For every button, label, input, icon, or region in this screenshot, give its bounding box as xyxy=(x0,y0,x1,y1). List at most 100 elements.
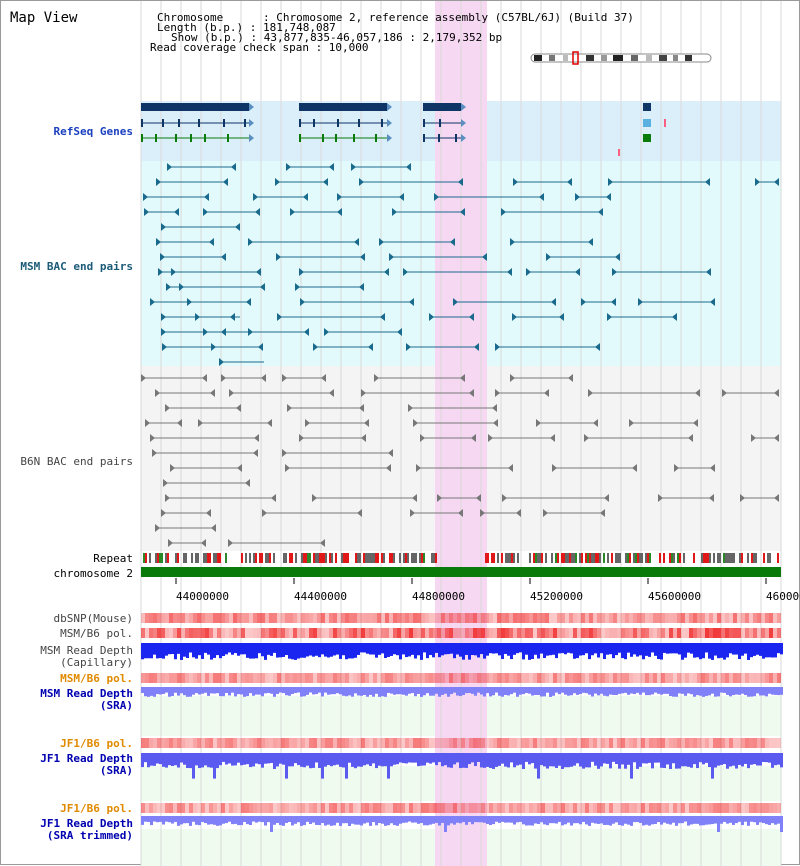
msm-sra-depth xyxy=(498,687,501,696)
b6n-bac-label[interactable]: B6N BAC end pairs xyxy=(20,455,133,468)
jf1-sra-depth xyxy=(507,753,510,768)
dbsnp-cell xyxy=(293,613,297,623)
b6n-bac-pair-end xyxy=(361,434,366,442)
msm-bac-label[interactable]: MSM BAC end pairs xyxy=(20,260,133,273)
msm-capillary-depth xyxy=(300,643,303,658)
msm-pol2-cell xyxy=(621,673,625,683)
jf1-trimmed-depth xyxy=(312,816,315,823)
msm-b6-pol-label[interactable]: MSM/B6 pol. xyxy=(60,627,133,640)
msm-sra-depth xyxy=(606,687,609,697)
jf1-b6-pol-2-label[interactable]: JF1/B6 pol. xyxy=(60,802,133,815)
refseq-genes-label[interactable]: RefSeq Genes xyxy=(53,125,133,138)
msm-pol2-cell xyxy=(365,673,369,683)
ideogram-band xyxy=(549,55,555,61)
msm-sra-depth xyxy=(669,687,672,696)
dbsnp-cell xyxy=(241,613,245,623)
repeat-block xyxy=(149,553,151,563)
jf1-pol2-cell xyxy=(469,803,473,813)
jf1-pol-cell xyxy=(213,738,217,748)
jf1-trimmed-depth xyxy=(378,816,381,824)
jf1-trimmed-depth xyxy=(195,816,198,825)
msm-capillary-depth xyxy=(303,643,306,658)
jf1-trimmed-depth xyxy=(261,816,264,823)
jf1-pol2-cell xyxy=(673,803,677,813)
msm-capillary-depth xyxy=(480,643,483,655)
msm-sra-depth xyxy=(705,687,708,696)
jf1-sra-depth xyxy=(600,753,603,767)
jf1-trimmed-depth xyxy=(240,816,243,826)
msm-sra-depth xyxy=(288,687,291,696)
length-info: Length (b.p.) : 181,748,087 xyxy=(157,21,336,34)
msm-capillary-depth xyxy=(669,643,672,654)
jf1-trimmed-depth xyxy=(348,816,351,826)
msm-sra-depth xyxy=(762,687,765,696)
msm-pol-cell xyxy=(389,628,393,638)
jf1-pol2-cell xyxy=(557,803,561,813)
jf1-depth-label[interactable]: JF1 Read Depth xyxy=(40,752,133,765)
jf1-pol-cell xyxy=(169,738,173,748)
axis-tick-label: 45600000 xyxy=(648,590,701,603)
msm-bac-pair-end xyxy=(203,328,208,336)
repeat-block xyxy=(283,553,285,563)
repeat-block xyxy=(533,553,535,563)
ideogram-position-marker xyxy=(572,51,579,65)
msm-sra-depth xyxy=(459,687,462,697)
b6n-bac-pair-end xyxy=(584,434,589,442)
dbsnp-cell xyxy=(169,613,173,623)
msm-bac-pair-end xyxy=(409,298,414,306)
jf1-pol-cell xyxy=(229,738,233,748)
msm-b6-pol-2-label[interactable]: MSM/B6 pol. xyxy=(60,672,133,685)
jf1-trim-label[interactable]: JF1 Read Depth xyxy=(40,817,133,830)
repeat-block xyxy=(747,553,749,563)
jf1-sra-depth xyxy=(396,753,399,765)
msm-depth-sra-label[interactable]: MSM Read Depth xyxy=(40,687,133,700)
msm-sra-depth xyxy=(726,687,729,695)
msm-capillary-depth xyxy=(456,643,459,655)
jf1-pol-cell xyxy=(313,738,317,748)
dbsnp-cell xyxy=(405,613,409,623)
msm-capillary-depth xyxy=(675,643,678,654)
msm-pol2-cell xyxy=(509,673,513,683)
b6n-bac-pair-end xyxy=(359,404,364,412)
msm-pol2-cell xyxy=(549,673,553,683)
jf1-sra-depth xyxy=(735,753,738,769)
dbsnp-cell xyxy=(337,613,341,623)
msm-pol-cell xyxy=(169,628,173,638)
msm-capillary-depth xyxy=(333,643,336,656)
msm-pol2-cell xyxy=(433,673,437,683)
jf1-sra-depth xyxy=(330,753,333,767)
msm-bac-pair-end xyxy=(399,193,404,201)
jf1-trimmed-depth xyxy=(711,816,714,825)
repeat-block xyxy=(225,553,227,563)
jf1-pol2-cell xyxy=(225,803,229,813)
msm-pol-cell xyxy=(497,628,501,638)
msm-pol2-cell xyxy=(537,673,541,683)
jf1-trimmed-depth xyxy=(141,816,144,825)
jf1-sra-depth xyxy=(294,753,297,764)
repeat-block xyxy=(255,553,257,563)
jf1-pol2-cell xyxy=(217,803,221,813)
dbsnp-cell xyxy=(205,613,209,623)
jf1-trimmed-depth xyxy=(504,816,507,823)
repeat-block xyxy=(191,553,193,563)
msm-sra-depth xyxy=(357,687,360,696)
jf1-sra-depth xyxy=(369,753,372,766)
msm-sra-depth xyxy=(633,687,636,695)
msm-bac-pair-end xyxy=(156,238,161,246)
msm-pol2-cell xyxy=(397,673,401,683)
repeat-block xyxy=(627,553,629,563)
msm-capillary-depth xyxy=(321,643,324,655)
repeat-block xyxy=(315,553,317,563)
msm-sra-depth xyxy=(609,687,612,695)
msm-depth-cap-label[interactable]: MSM Read Depth xyxy=(40,644,133,657)
jf1-sra-depth xyxy=(639,753,642,767)
msm-sra-depth xyxy=(399,687,402,695)
msm-pol2-cell xyxy=(389,673,393,683)
repeat-block xyxy=(261,553,263,563)
dbsnp-label[interactable]: dbSNP(Mouse) xyxy=(53,612,133,625)
jf1-trimmed-depth xyxy=(579,816,582,825)
jf1-b6-pol-label[interactable]: JF1/B6 pol. xyxy=(60,737,133,750)
msm-capillary-depth xyxy=(393,643,396,655)
jf1-trimmed-depth xyxy=(687,816,690,826)
